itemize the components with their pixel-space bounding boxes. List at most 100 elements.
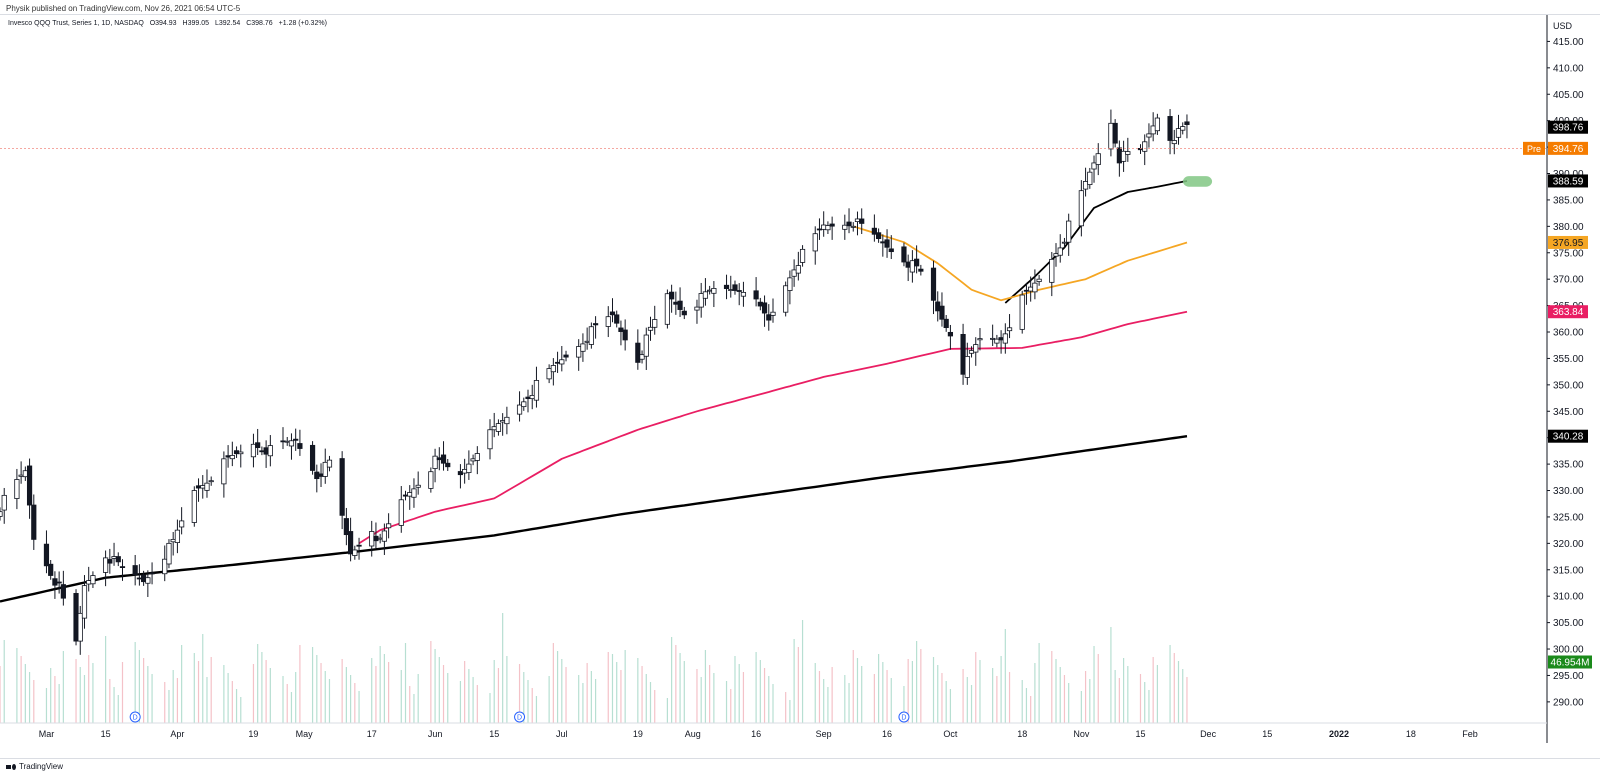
price-label: 398.76 bbox=[1548, 120, 1588, 134]
candle bbox=[18, 461, 24, 484]
candle bbox=[757, 297, 763, 311]
volume-bar bbox=[269, 668, 271, 723]
price-label: 394.76 Pre bbox=[1523, 141, 1588, 155]
volume-bar bbox=[493, 660, 495, 723]
candle bbox=[352, 545, 358, 560]
candle bbox=[677, 287, 683, 317]
volume-bar bbox=[611, 654, 614, 723]
candle bbox=[914, 245, 920, 274]
volume-bar bbox=[700, 677, 702, 723]
candle bbox=[415, 471, 421, 495]
candle bbox=[52, 571, 58, 599]
volume-bar bbox=[24, 664, 26, 723]
candle bbox=[884, 229, 890, 258]
dividend-marker-label: D bbox=[901, 715, 906, 722]
candle bbox=[60, 570, 66, 606]
volume-bar bbox=[671, 637, 673, 723]
volume-bar bbox=[1144, 682, 1146, 723]
candle bbox=[170, 531, 176, 556]
candle bbox=[111, 542, 117, 566]
price-chart[interactable]: D D D 290.00 295.00 300.00 305.00 310.00 315.00… bbox=[0, 15, 1600, 758]
y-tick-label: 305.00 bbox=[1553, 618, 1584, 629]
candle bbox=[73, 589, 79, 646]
candle bbox=[284, 436, 290, 446]
candle bbox=[238, 444, 244, 468]
candle bbox=[1087, 167, 1093, 189]
y-tick-label: 310.00 bbox=[1553, 592, 1584, 603]
volume-bar bbox=[3, 640, 5, 723]
volume-bar bbox=[345, 667, 347, 723]
volume-bar bbox=[818, 671, 821, 723]
candle bbox=[402, 490, 409, 501]
candle bbox=[411, 478, 417, 508]
volume-bar bbox=[1186, 677, 1188, 723]
candle bbox=[766, 304, 772, 331]
volume-bar bbox=[666, 698, 668, 723]
x-tick-label: 2022 bbox=[1329, 729, 1349, 739]
candle bbox=[440, 441, 447, 471]
candle bbox=[546, 364, 552, 384]
volume-bar bbox=[1177, 661, 1180, 723]
price-label-value: 398.76 bbox=[1553, 123, 1584, 134]
candle bbox=[191, 486, 197, 527]
candle bbox=[132, 554, 138, 586]
symbol-title[interactable]: Invesco QQQ Trust, Series 1, 1D, NASDAQ bbox=[8, 20, 144, 27]
volume-bar bbox=[193, 653, 195, 723]
volume-bar bbox=[713, 673, 715, 723]
tradingview-logo[interactable]: TradingView bbox=[6, 762, 63, 771]
volume-bar bbox=[992, 668, 994, 723]
volume-bar bbox=[388, 662, 390, 723]
volume-bar bbox=[295, 672, 297, 723]
candle bbox=[736, 283, 742, 306]
candle bbox=[529, 384, 535, 410]
candle bbox=[1061, 237, 1068, 248]
volume-bar bbox=[434, 649, 436, 723]
candle bbox=[652, 305, 658, 335]
candle bbox=[432, 448, 438, 483]
candle bbox=[943, 315, 949, 332]
volume-label: 46.954M bbox=[1548, 655, 1592, 669]
volume-bar bbox=[886, 670, 888, 723]
candle bbox=[799, 245, 806, 267]
volume-bar bbox=[920, 649, 922, 723]
x-tick-label: May bbox=[296, 729, 314, 739]
candle bbox=[504, 406, 510, 435]
volume-bar bbox=[168, 690, 170, 723]
tradingview-logo-icon bbox=[6, 763, 16, 770]
volume-bar bbox=[742, 672, 745, 723]
volume-bar bbox=[409, 686, 411, 723]
candle bbox=[293, 428, 299, 451]
candle bbox=[1002, 323, 1008, 354]
x-tick-label: 15 bbox=[489, 729, 499, 739]
candle bbox=[753, 277, 759, 307]
volume-bar bbox=[814, 663, 816, 723]
candle bbox=[1175, 114, 1182, 145]
candle bbox=[119, 559, 126, 581]
volume-bar bbox=[1059, 667, 1061, 723]
y-tick-label: 290.00 bbox=[1553, 697, 1584, 708]
volume-bar bbox=[506, 656, 508, 723]
currency-label[interactable]: USD bbox=[1553, 21, 1573, 31]
candle bbox=[48, 560, 54, 580]
y-tick-label: 405.00 bbox=[1553, 90, 1584, 101]
volume-bar bbox=[848, 683, 850, 723]
x-tick-label: Dec bbox=[1200, 729, 1217, 739]
price-label-value: 363.84 bbox=[1553, 307, 1584, 318]
volume-bar bbox=[734, 656, 736, 723]
price-label-value: 376.95 bbox=[1553, 238, 1584, 249]
candle bbox=[960, 323, 966, 385]
volume-bar bbox=[582, 683, 584, 723]
volume-bar bbox=[235, 689, 238, 723]
candle bbox=[795, 251, 801, 281]
candle bbox=[576, 339, 582, 371]
volume-bar bbox=[358, 691, 360, 723]
candle bbox=[386, 513, 392, 539]
candle bbox=[103, 550, 109, 587]
candle bbox=[280, 427, 286, 450]
volume-bar bbox=[341, 659, 343, 723]
price-label-value: 340.28 bbox=[1553, 432, 1584, 443]
candle bbox=[846, 208, 852, 234]
candle bbox=[791, 259, 797, 287]
volume-bar bbox=[349, 675, 352, 723]
candle bbox=[918, 264, 924, 276]
